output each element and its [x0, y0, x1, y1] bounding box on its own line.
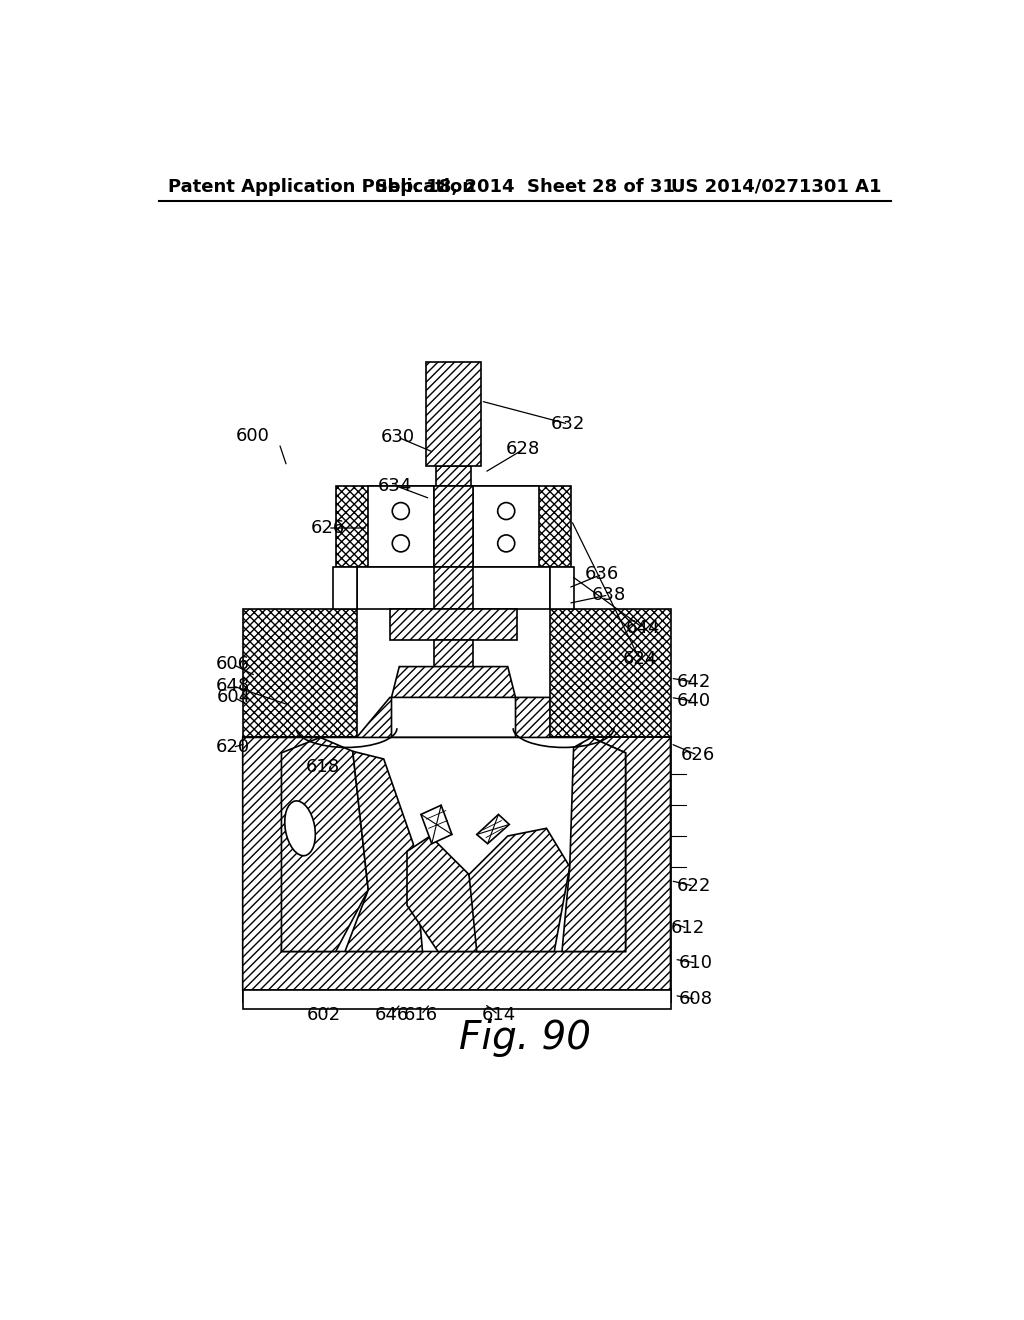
- Polygon shape: [434, 566, 473, 609]
- Polygon shape: [426, 363, 480, 466]
- Text: 638: 638: [592, 586, 626, 605]
- Text: 622: 622: [677, 876, 711, 895]
- Polygon shape: [473, 486, 539, 566]
- Text: 648: 648: [215, 677, 250, 694]
- Polygon shape: [243, 990, 671, 1010]
- Text: 612: 612: [671, 920, 705, 937]
- Polygon shape: [356, 566, 550, 609]
- Polygon shape: [469, 829, 569, 952]
- Text: 602: 602: [307, 1006, 341, 1023]
- Polygon shape: [390, 609, 517, 640]
- Text: 604: 604: [217, 689, 251, 706]
- Text: Sep. 18, 2014  Sheet 28 of 31: Sep. 18, 2014 Sheet 28 of 31: [375, 178, 675, 195]
- Text: 600: 600: [236, 426, 270, 445]
- Polygon shape: [345, 751, 423, 952]
- Text: 630: 630: [381, 428, 415, 446]
- Circle shape: [498, 535, 515, 552]
- Text: 608: 608: [679, 990, 713, 1008]
- Text: 626: 626: [681, 746, 715, 764]
- Text: 644: 644: [627, 619, 660, 638]
- Text: Patent Application Publication: Patent Application Publication: [168, 178, 475, 195]
- Polygon shape: [435, 466, 471, 486]
- Polygon shape: [550, 609, 671, 738]
- Polygon shape: [334, 566, 356, 609]
- Text: 614: 614: [481, 1006, 515, 1023]
- Text: 620: 620: [216, 738, 250, 756]
- Polygon shape: [550, 566, 573, 609]
- Circle shape: [498, 503, 515, 520]
- Text: 606: 606: [216, 655, 250, 673]
- Text: 626: 626: [311, 519, 345, 537]
- Text: 634: 634: [378, 477, 413, 495]
- Circle shape: [392, 535, 410, 552]
- Polygon shape: [391, 667, 515, 697]
- Ellipse shape: [285, 801, 315, 855]
- Circle shape: [392, 503, 410, 520]
- Text: 618: 618: [306, 758, 340, 776]
- Text: 646: 646: [375, 1006, 409, 1023]
- Text: 628: 628: [506, 441, 541, 458]
- Polygon shape: [243, 697, 671, 990]
- Polygon shape: [336, 486, 571, 566]
- Text: 640: 640: [677, 692, 711, 710]
- Text: 636: 636: [585, 565, 620, 583]
- Polygon shape: [562, 738, 626, 952]
- Text: Fig. 90: Fig. 90: [459, 1019, 591, 1057]
- Polygon shape: [407, 836, 484, 952]
- Polygon shape: [434, 640, 473, 667]
- Text: 632: 632: [551, 414, 586, 433]
- Polygon shape: [243, 609, 356, 738]
- Text: US 2014/0271301 A1: US 2014/0271301 A1: [671, 178, 882, 195]
- Polygon shape: [369, 486, 434, 566]
- Text: 642: 642: [677, 673, 711, 690]
- Polygon shape: [282, 738, 369, 952]
- Polygon shape: [421, 805, 452, 843]
- Polygon shape: [282, 738, 626, 952]
- Text: 610: 610: [679, 954, 713, 972]
- Text: 616: 616: [403, 1006, 438, 1023]
- Text: 624: 624: [623, 649, 656, 668]
- Polygon shape: [434, 486, 473, 566]
- Polygon shape: [477, 814, 509, 843]
